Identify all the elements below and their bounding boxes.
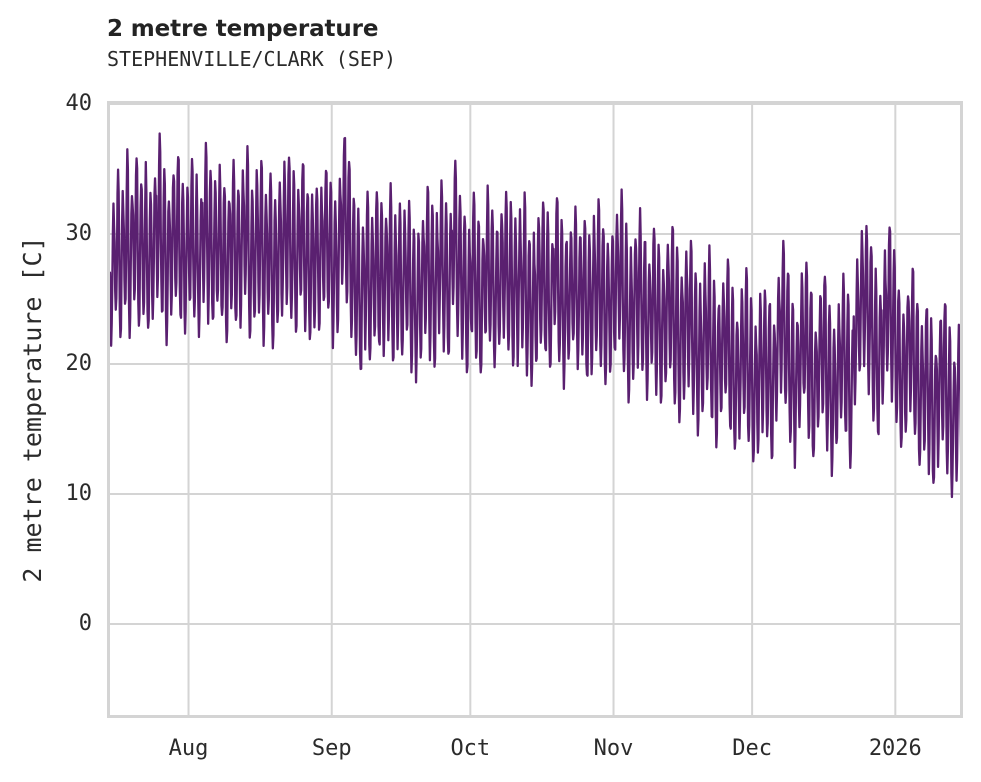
y-tick-label: 0 — [78, 611, 92, 636]
plot-inner — [110, 104, 960, 715]
plot-area — [107, 101, 963, 718]
x-tick-label: Oct — [450, 736, 491, 761]
x-tick-label: Dec — [732, 736, 772, 761]
x-tick-label: Nov — [593, 736, 634, 761]
y-tick-label: 10 — [65, 481, 93, 506]
chart-subtitle: STEPHENVILLE/CLARK (SEP) — [107, 47, 396, 71]
x-tick-label: 2026 — [868, 736, 922, 761]
y-tick-label: 20 — [65, 351, 93, 376]
x-tick-label: Sep — [311, 736, 352, 761]
page-title: 2 metre temperature — [107, 16, 379, 42]
y-tick-label: 30 — [65, 221, 93, 246]
temperature-series — [110, 132, 960, 499]
y-tick-label: 40 — [65, 91, 93, 116]
temperature-line — [110, 132, 960, 499]
y-axis-tick-labels: 0 10 20 30 40 — [30, 0, 93, 782]
x-tick-label: Aug — [168, 736, 209, 761]
title-block: 2 metre temperature STEPHENVILLE/CLARK (… — [107, 15, 907, 72]
